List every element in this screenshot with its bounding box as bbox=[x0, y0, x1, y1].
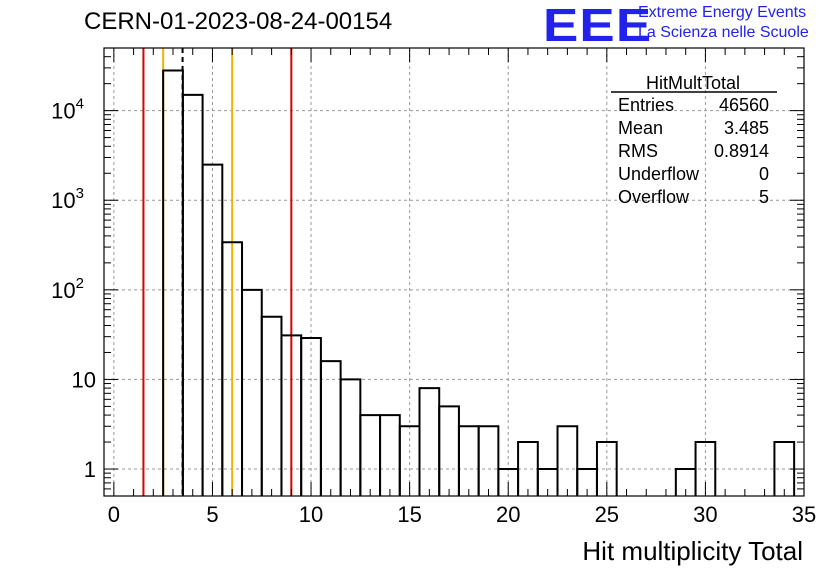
logo-line2: La Scienza nelle Scuole bbox=[638, 24, 809, 41]
reference-lines bbox=[142, 48, 293, 496]
y-tick-label: 1 bbox=[84, 457, 96, 482]
stats-label-rms: RMS bbox=[618, 141, 658, 161]
axis-ticks: 0 5 10 15 20 25 30 35 1 10 102 103 104 bbox=[51, 47, 816, 527]
logo-line1: Extreme Energy Events bbox=[638, 4, 807, 21]
histogram-bin bbox=[477, 425, 500, 496]
stats-value-entries: 46560 bbox=[719, 95, 769, 115]
histogram-bin bbox=[556, 425, 579, 496]
y-tick-label: 103 bbox=[51, 185, 84, 213]
grid-layer bbox=[104, 48, 805, 496]
histogram-bin bbox=[359, 414, 382, 496]
stats-value-rms: 0.8914 bbox=[714, 141, 769, 161]
histogram-bin bbox=[418, 387, 441, 496]
y-tick-label: 10 bbox=[72, 367, 96, 392]
x-tick-label: 5 bbox=[206, 502, 218, 527]
histogram-bin bbox=[517, 441, 539, 496]
stats-value-mean: 3.485 bbox=[724, 118, 769, 138]
histogram-bin bbox=[694, 441, 717, 496]
histogram-bin bbox=[595, 441, 618, 496]
x-axis-title: Hit multiplicity Total bbox=[582, 536, 803, 566]
page-title: CERN-01-2023-08-24-00154 bbox=[84, 8, 393, 35]
histogram-bin bbox=[162, 69, 184, 496]
histogram-bin bbox=[457, 425, 480, 496]
histogram-bin bbox=[379, 414, 401, 496]
logo-mark: EEE bbox=[543, 0, 653, 51]
y-tick-label: 102 bbox=[51, 275, 84, 303]
histogram-layer bbox=[162, 69, 796, 496]
x-tick-label: 10 bbox=[299, 502, 323, 527]
stats-label-mean: Mean bbox=[618, 118, 663, 138]
x-tick-label: 35 bbox=[792, 502, 816, 527]
histogram-bin bbox=[181, 93, 204, 496]
histogram-bin bbox=[319, 360, 342, 496]
stats-value-overflow: 5 bbox=[759, 187, 769, 207]
plot-frame bbox=[103, 47, 805, 497]
x-tick-label: 20 bbox=[496, 502, 520, 527]
stats-value-underflow: 0 bbox=[759, 164, 769, 184]
x-tick-label: 25 bbox=[595, 502, 619, 527]
stats-label-underflow: Underflow bbox=[618, 164, 700, 184]
histogram-bin bbox=[339, 378, 362, 496]
stats-label-entries: Entries bbox=[618, 95, 674, 115]
stats-box: HitMultTotal Entries 46560 Mean 3.485 RM… bbox=[611, 73, 777, 207]
histogram-bin bbox=[438, 405, 460, 496]
histogram-bin bbox=[241, 288, 263, 496]
stats-title: HitMultTotal bbox=[646, 73, 740, 93]
x-tick-label: 30 bbox=[693, 502, 717, 527]
stats-label-overflow: Overflow bbox=[618, 187, 690, 207]
x-tick-label: 0 bbox=[108, 502, 120, 527]
y-tick-label: 104 bbox=[51, 96, 84, 124]
x-tick-label: 15 bbox=[397, 502, 421, 527]
eee-logo: EEE Extreme Energy Events La Scienza nel… bbox=[543, 0, 833, 51]
